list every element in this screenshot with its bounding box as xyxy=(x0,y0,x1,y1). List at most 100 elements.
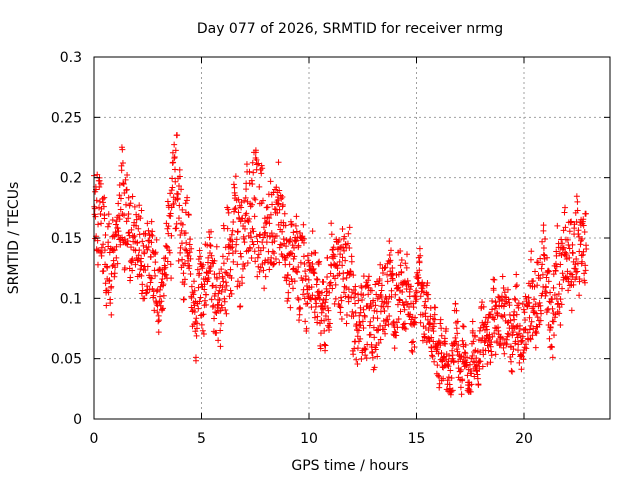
data-point xyxy=(175,191,182,198)
data-point xyxy=(468,355,475,362)
data-point xyxy=(512,283,519,290)
data-point xyxy=(509,368,516,375)
data-point xyxy=(337,304,344,311)
data-point xyxy=(380,326,387,333)
data-point xyxy=(208,296,215,303)
data-point xyxy=(215,337,222,344)
data-point xyxy=(519,301,526,308)
data-point xyxy=(279,228,286,235)
data-point xyxy=(181,281,188,288)
data-point xyxy=(426,337,433,344)
data-point xyxy=(154,309,161,316)
data-point xyxy=(271,238,278,245)
data-point xyxy=(300,221,307,228)
data-point xyxy=(111,246,118,253)
data-point xyxy=(213,275,220,282)
data-point xyxy=(435,338,442,345)
data-point xyxy=(135,225,142,232)
data-point xyxy=(550,284,557,291)
data-point xyxy=(304,300,311,307)
data-point xyxy=(223,282,230,289)
data-point xyxy=(253,233,260,240)
data-point xyxy=(327,270,334,277)
data-point xyxy=(579,251,586,258)
data-point xyxy=(336,270,343,277)
data-point xyxy=(288,221,295,228)
data-point xyxy=(491,316,498,323)
data-point xyxy=(350,272,357,279)
data-point xyxy=(472,333,479,340)
data-point xyxy=(163,271,170,278)
data-point xyxy=(542,283,549,290)
data-point xyxy=(455,342,462,349)
data-point xyxy=(450,359,457,366)
data-point xyxy=(269,248,276,255)
data-point xyxy=(294,269,301,276)
data-point xyxy=(122,176,129,183)
data-point xyxy=(143,289,150,296)
data-point xyxy=(223,310,230,317)
data-point xyxy=(136,202,143,209)
data-point xyxy=(260,224,267,231)
data-point xyxy=(271,250,278,257)
y-tick-label: 0.05 xyxy=(51,352,82,368)
data-point xyxy=(222,269,229,276)
data-point xyxy=(527,335,534,342)
data-point xyxy=(495,327,502,334)
data-point xyxy=(274,210,281,217)
data-point xyxy=(511,316,518,323)
data-point xyxy=(144,246,151,253)
data-point xyxy=(217,343,224,350)
data-point xyxy=(369,354,376,361)
data-point xyxy=(270,261,277,268)
data-point xyxy=(293,228,300,235)
data-point xyxy=(548,343,555,350)
data-point xyxy=(275,159,282,166)
data-point xyxy=(386,238,393,245)
data-point xyxy=(562,204,569,211)
data-point xyxy=(194,320,201,327)
data-point xyxy=(239,215,246,222)
data-point xyxy=(565,287,572,294)
data-point xyxy=(195,256,202,263)
data-point xyxy=(230,218,237,225)
data-point xyxy=(489,297,496,304)
data-point xyxy=(149,232,156,239)
data-point xyxy=(120,180,127,187)
data-point xyxy=(206,265,213,272)
data-point xyxy=(152,249,159,256)
data-point xyxy=(387,257,394,264)
data-point xyxy=(417,252,424,259)
data-point xyxy=(156,317,163,324)
data-point xyxy=(524,329,531,336)
data-point xyxy=(558,301,565,308)
data-point xyxy=(219,304,226,311)
data-point xyxy=(221,298,228,305)
data-point xyxy=(415,274,422,281)
data-point xyxy=(351,294,358,301)
data-point xyxy=(301,260,308,267)
data-point xyxy=(273,184,280,191)
data-point xyxy=(125,229,132,236)
data-point xyxy=(434,346,441,353)
data-point xyxy=(268,230,275,237)
data-point xyxy=(120,181,127,188)
data-point xyxy=(343,312,350,319)
data-point xyxy=(549,305,556,312)
data-point xyxy=(97,210,104,217)
data-point xyxy=(198,321,205,328)
data-point xyxy=(139,238,146,245)
data-point xyxy=(506,311,513,318)
data-point xyxy=(116,182,123,189)
data-point xyxy=(267,178,274,185)
data-point xyxy=(332,295,339,302)
data-point xyxy=(538,265,545,272)
data-point xyxy=(440,375,447,382)
data-point xyxy=(209,303,216,310)
data-point xyxy=(546,268,553,275)
data-point xyxy=(362,352,369,359)
data-point xyxy=(375,280,382,287)
data-point xyxy=(564,236,571,243)
data-point xyxy=(544,254,551,261)
data-point xyxy=(241,239,248,246)
